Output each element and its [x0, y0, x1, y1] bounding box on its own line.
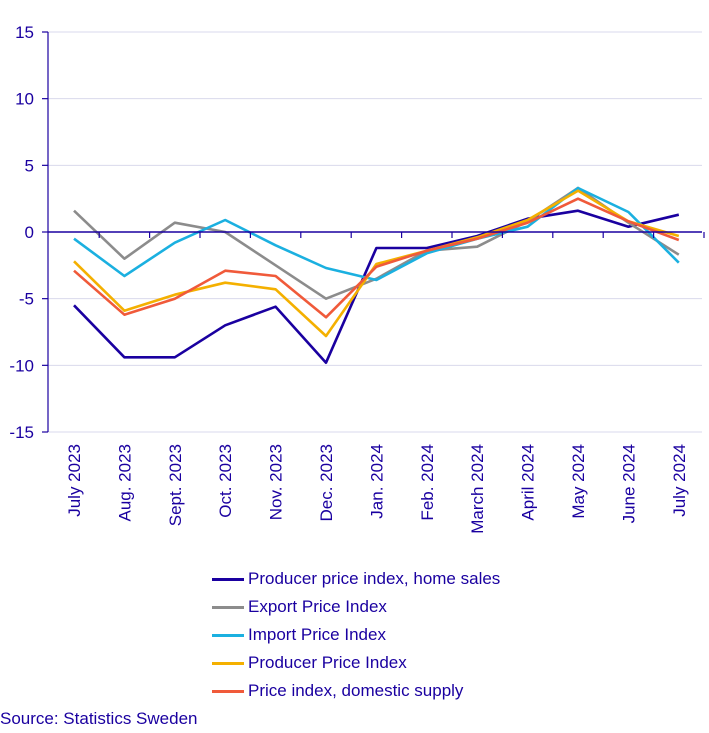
legend-label: Producer price index, home sales: [248, 569, 501, 588]
series-line: [73, 186, 680, 282]
x-tick-label: Oct. 2023: [216, 444, 235, 518]
x-tick-labels: July 2023 Aug. 2023 Sept. 2023 Oct. 2023 Nov…: [65, 444, 689, 534]
legend-swatch: [212, 689, 244, 693]
x-tick-label: May 2024: [569, 444, 588, 519]
y-axis: 15 10 5 0 -5 -10 -15: [9, 23, 49, 442]
series-line: [73, 197, 680, 319]
legend-label: Producer Price Index: [248, 653, 407, 672]
legend-item: Producer price index, home sales: [212, 565, 500, 593]
y-tick-label: -5: [19, 290, 34, 309]
y-tick-label: 5: [25, 156, 34, 175]
legend-label: Import Price Index: [248, 625, 386, 644]
series-line: [73, 189, 680, 338]
series-line: [73, 209, 680, 365]
y-tick-label: -10: [9, 356, 34, 375]
legend-item: Price index, domestic supply: [212, 677, 500, 705]
x-tick-label: Feb. 2024: [418, 444, 437, 521]
x-tick-label: Sept. 2023: [166, 444, 185, 526]
x-tick-label: Nov. 2023: [267, 444, 286, 520]
x-tick-label: March 2024: [468, 444, 487, 534]
x-tick-label: April 2024: [519, 444, 538, 521]
x-axis: [48, 231, 705, 238]
y-tick-label: 15: [15, 23, 34, 42]
legend-item: Export Price Index: [212, 593, 500, 621]
series-lines: [73, 186, 680, 365]
y-tick-label: 10: [15, 90, 34, 109]
legend-swatch: [212, 577, 244, 581]
legend-label: Price index, domestic supply: [248, 681, 464, 700]
y-tick-label: 0: [25, 223, 34, 242]
source-note: Source: Statistics Sweden: [0, 709, 198, 728]
legend-item: Import Price Index: [212, 621, 500, 649]
legend-swatch: [212, 633, 244, 637]
x-tick-label: June 2024: [619, 444, 638, 523]
legend-label: Export Price Index: [248, 597, 387, 616]
legend-swatch: [212, 605, 244, 609]
x-tick-label: Aug. 2023: [115, 444, 134, 522]
x-tick-label: Dec. 2023: [317, 444, 336, 522]
y-tick-label: -15: [9, 423, 34, 442]
x-tick-label: July 2024: [670, 444, 689, 517]
legend: Producer price index, home sales Export …: [212, 565, 500, 705]
legend-swatch: [212, 661, 244, 665]
gridlines: [48, 31, 702, 433]
line-chart: 15 10 5 0 -5 -10 -15 July 2023 Aug. 2023 Sept. 2…: [9, 23, 705, 534]
x-tick-label: July 2023: [65, 444, 84, 517]
x-tick-label: Jan. 2024: [367, 444, 386, 519]
legend-item: Producer Price Index: [212, 649, 500, 677]
